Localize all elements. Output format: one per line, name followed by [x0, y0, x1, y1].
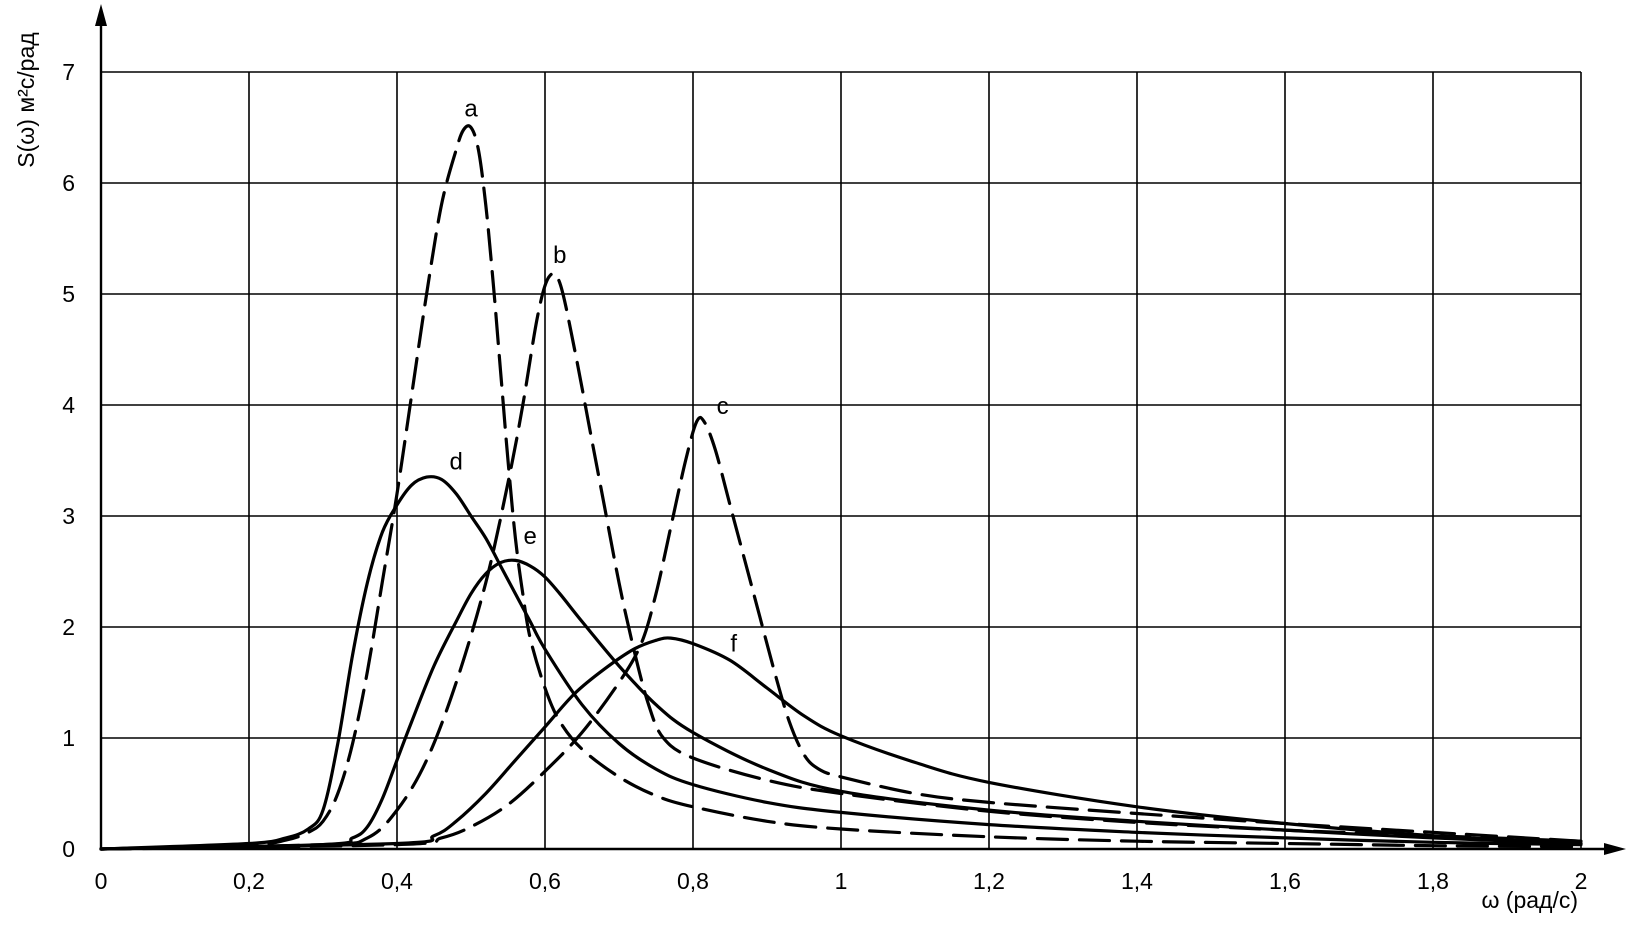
- series-label-d: d: [450, 448, 463, 475]
- series-label-f: f: [730, 630, 737, 657]
- series-line-d: [99, 475, 1583, 851]
- y-tick-label: 4: [62, 392, 75, 418]
- x-tick-label: 0,6: [529, 868, 561, 894]
- series-label-c: c: [717, 393, 729, 420]
- axes: [95, 4, 1626, 855]
- series-label-a: a: [464, 95, 478, 122]
- x-tick-label: 1,6: [1269, 868, 1301, 894]
- x-tick-label: 2: [1575, 868, 1588, 894]
- x-tick-label: 0,8: [677, 868, 709, 894]
- y-tick-label: 3: [62, 503, 75, 529]
- y-tick-label: 6: [62, 170, 75, 196]
- y-tick-label: 7: [62, 59, 75, 85]
- series-group: [99, 124, 1583, 851]
- y-tick-label: 0: [62, 836, 75, 862]
- x-tick-label: 1,2: [973, 868, 1005, 894]
- x-tick-label: 1,8: [1417, 868, 1449, 894]
- x-axis-arrow: [1604, 843, 1626, 855]
- y-tick-label: 1: [62, 725, 75, 751]
- series-line-f: [99, 636, 1583, 851]
- series-line-a: [99, 124, 1583, 851]
- x-tick-label: 1,4: [1121, 868, 1153, 894]
- x-tick-label: 0,2: [233, 868, 265, 894]
- x-tick-label: 0,4: [381, 868, 413, 894]
- series-label-e: e: [524, 523, 537, 550]
- series-line-c: [99, 415, 1583, 851]
- y-tick-label: 5: [62, 281, 75, 307]
- y-axis-arrow: [95, 4, 107, 26]
- x-axis-title: ω (рад/с): [1481, 887, 1578, 913]
- y-tick-label: 2: [62, 614, 75, 640]
- labels: 0 0,2 0,4 0,6 0,8 1 1,2 1,4 1,6 1,8 2 0 1 2 3 4 5 6 7 a b c d e…: [62, 59, 1587, 894]
- x-tick-label: 0: [95, 868, 108, 894]
- series-line-e: [99, 558, 1583, 851]
- y-axis-title: S(ω) м²с/рад: [13, 32, 39, 168]
- x-tick-label: 1: [835, 868, 848, 894]
- series-label-b: b: [553, 242, 566, 269]
- grid: [101, 71, 1582, 849]
